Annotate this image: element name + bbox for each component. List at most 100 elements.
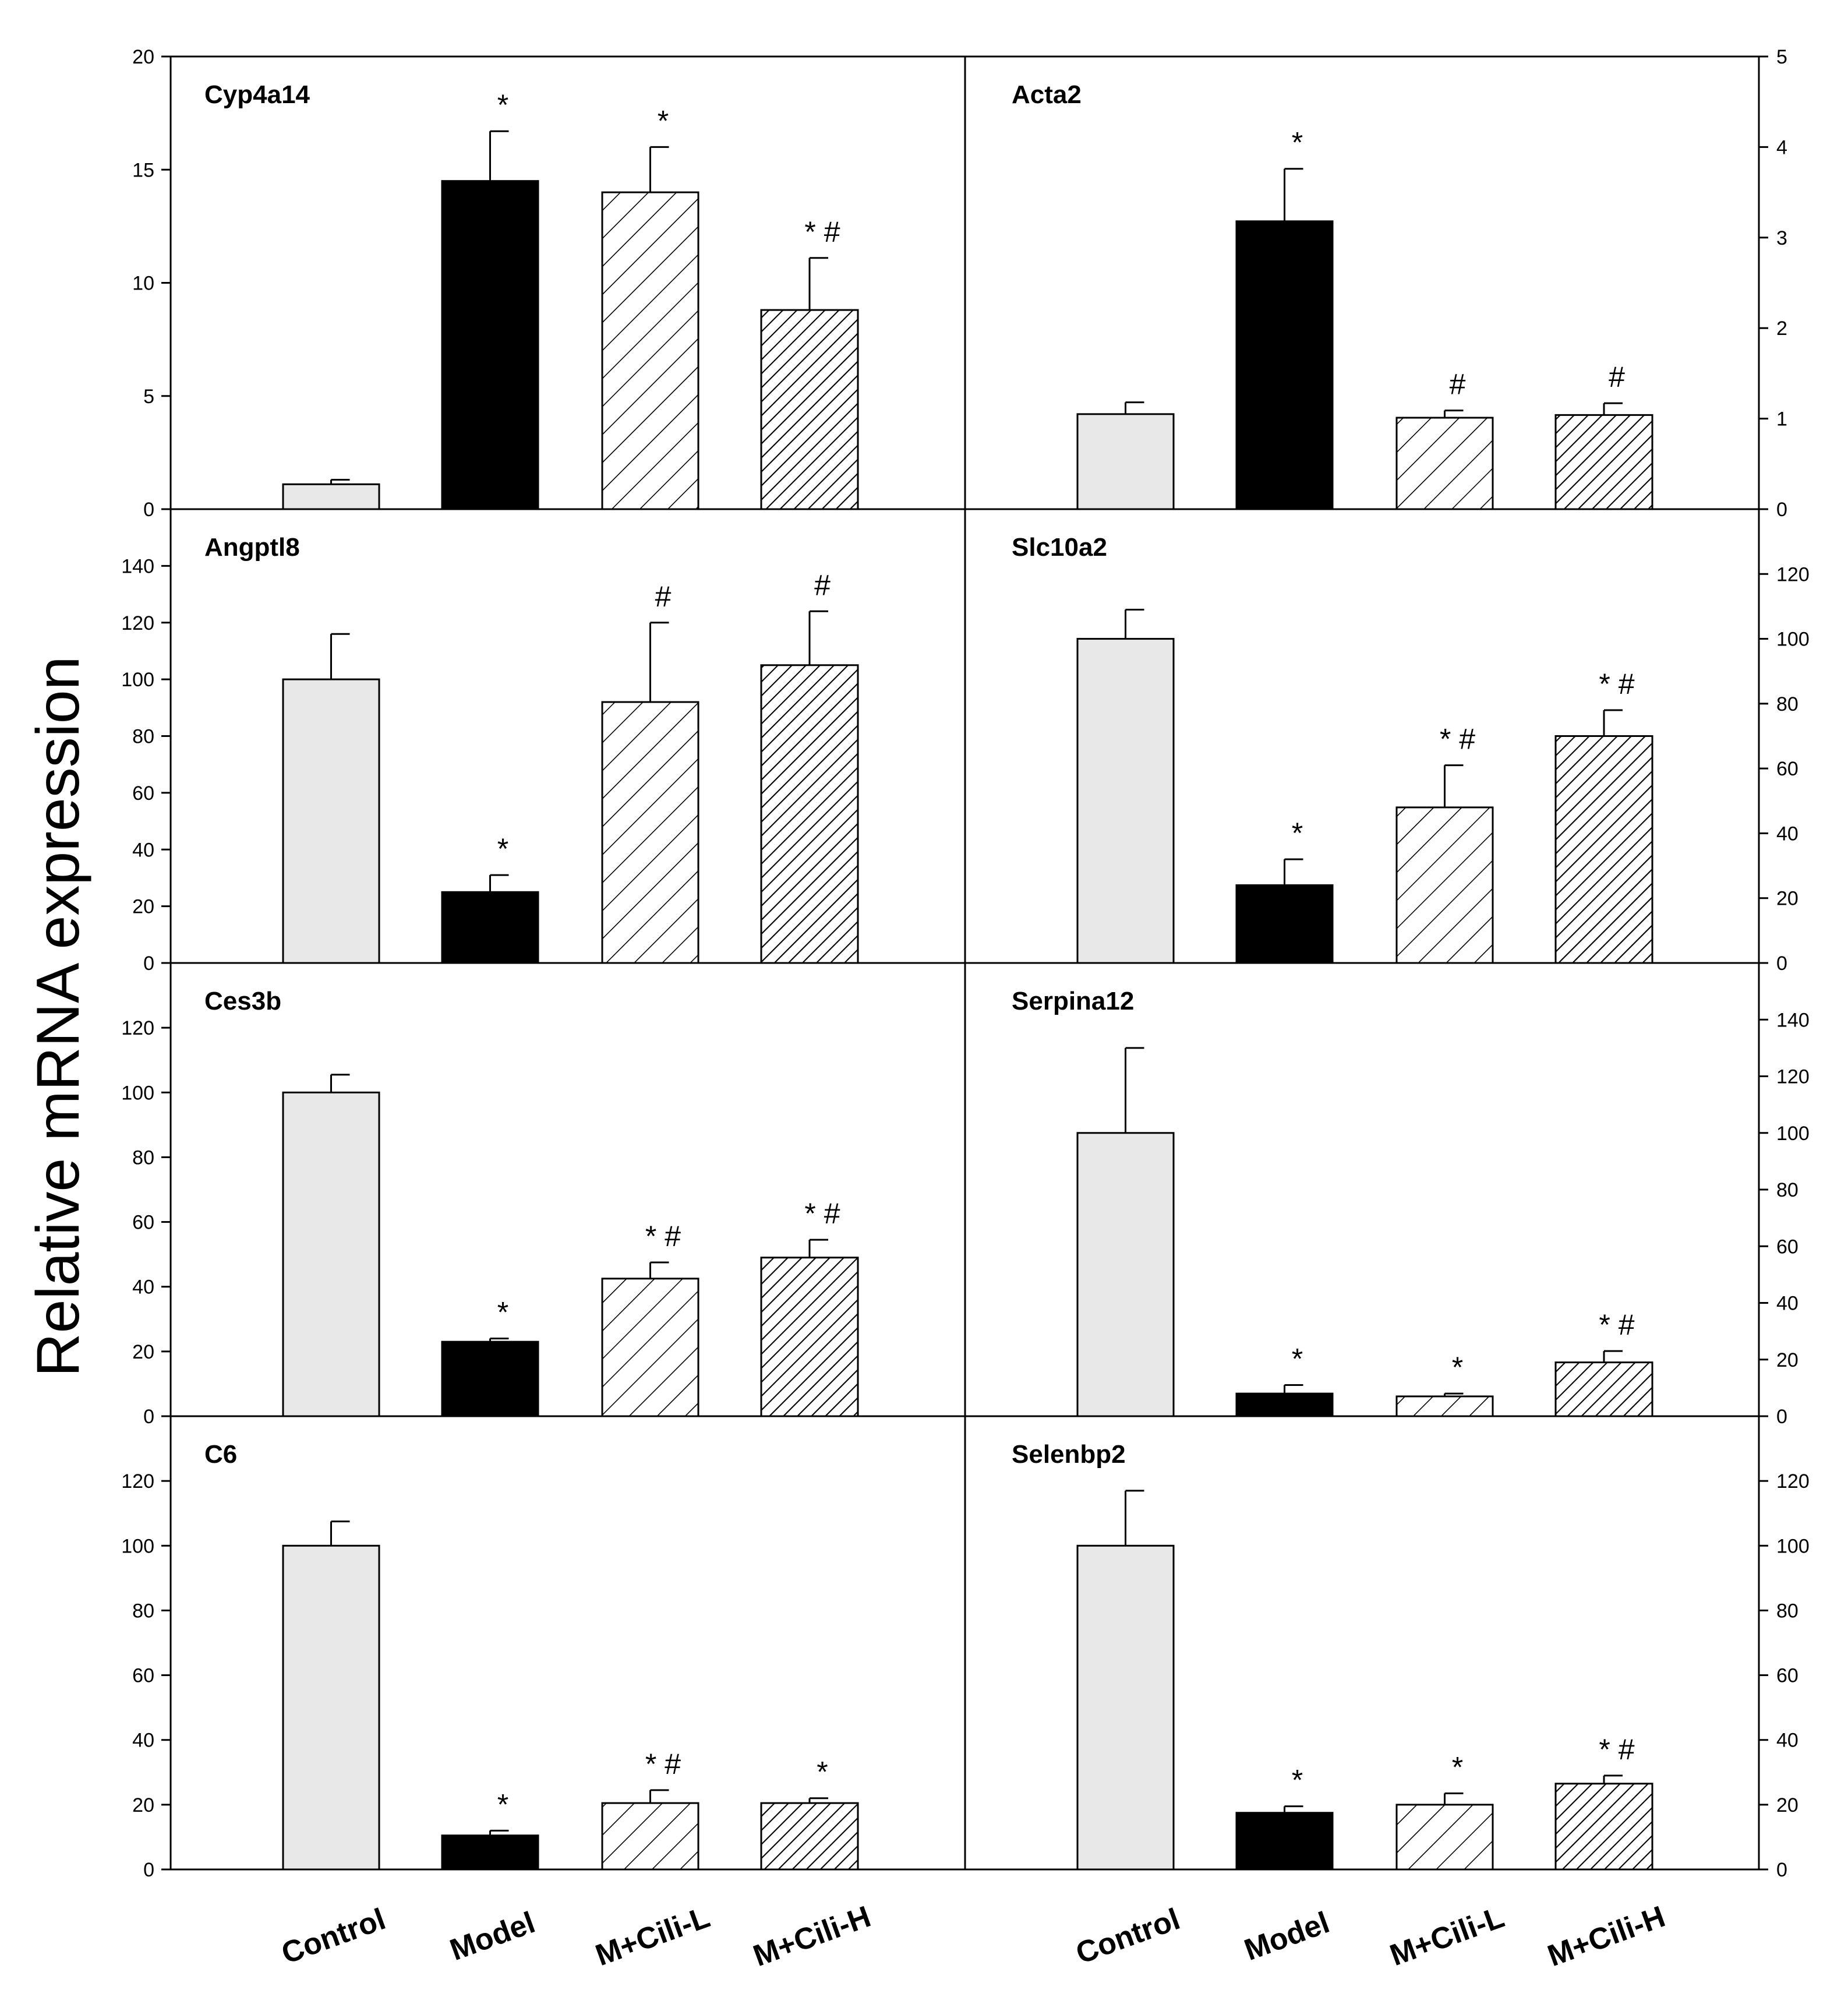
y-tick-label: 40 — [132, 1730, 154, 1752]
significance-label: * # — [1599, 668, 1634, 700]
y-tick-label: 80 — [1776, 693, 1798, 715]
y-tick-label: 40 — [1776, 823, 1798, 845]
y-tick-label: 20 — [132, 1794, 154, 1816]
x-category-label-model: Model — [446, 1906, 539, 1967]
significance-label: * — [658, 104, 669, 137]
y-tick-label: 120 — [1776, 1066, 1810, 1088]
y-tick-label: 40 — [132, 1276, 154, 1299]
y-tick-label: 0 — [1776, 952, 1787, 975]
significance-label: * # — [804, 216, 840, 248]
y-tick-label: 80 — [1776, 1179, 1798, 1201]
y-tick-label: 0 — [143, 1406, 154, 1428]
panel-ces3b: Ces3b 0 20 40 60 80 100 120 * * # * # — [121, 962, 966, 1428]
panel-title: Cyp4a14 — [204, 80, 310, 109]
y-tick-label: 20 — [132, 896, 154, 918]
y-tick-label: 0 — [143, 952, 154, 975]
y-tick-label: 60 — [1776, 1665, 1798, 1687]
y-tick-label: 5 — [1776, 46, 1787, 68]
x-category-label-control: Control — [1072, 1902, 1185, 1971]
significance-label: * # — [645, 1748, 681, 1780]
y-tick-label: 80 — [132, 1600, 154, 1622]
bar-control — [282, 483, 380, 510]
y-tick-label: 3 — [1776, 227, 1787, 249]
panel-title: Acta2 — [1012, 80, 1082, 109]
y-tick-label: 60 — [1776, 1236, 1798, 1258]
bar-model — [441, 891, 539, 964]
panel-cyp4a14: Cyp4a14 0 5 10 15 20 * * * # — [132, 46, 966, 521]
bar-control — [1076, 638, 1175, 964]
y-tick-label: 0 — [1776, 1859, 1787, 1881]
y-tick-label: 40 — [132, 839, 154, 861]
bar-control — [1076, 413, 1175, 510]
y-tick-label: 120 — [1776, 1470, 1810, 1493]
y-tick-label: 140 — [121, 555, 154, 577]
y-tick-label: 20 — [132, 46, 154, 68]
y-tick-label: 0 — [1776, 1406, 1787, 1428]
significance-label: # — [1450, 368, 1466, 401]
y-tick-label: 1 — [1776, 408, 1787, 431]
significance-label: * — [497, 832, 508, 865]
significance-label: # — [814, 569, 831, 601]
y-tick-label: 60 — [132, 1665, 154, 1687]
y-tick-label: 5 — [143, 386, 154, 408]
bar-m-cili-l — [601, 1802, 699, 1871]
bar-m-cili-l — [1395, 806, 1494, 964]
significance-label: * — [1292, 817, 1303, 849]
panel-acta2: Acta2 0 1 2 3 4 5 * # # — [964, 46, 1787, 521]
y-tick-label: 60 — [132, 1212, 154, 1234]
bar-model — [441, 1340, 539, 1417]
x-category-label-m-cili-h: M+Cili-H — [749, 1900, 875, 1973]
bar-model — [441, 1834, 539, 1871]
y-tick-label: 0 — [1776, 499, 1787, 521]
panel-title: Slc10a2 — [1012, 533, 1107, 562]
y-tick-label: 40 — [1776, 1293, 1798, 1315]
y-tick-label: 20 — [1776, 1794, 1798, 1816]
x-category-label-m-cili-h: M+Cili-H — [1543, 1900, 1670, 1973]
bar-m-cili-l — [601, 191, 699, 510]
significance-label: * # — [804, 1197, 840, 1230]
y-tick-label: 60 — [132, 782, 154, 805]
y-tick-label: 100 — [1776, 1123, 1810, 1145]
significance-label: * — [497, 89, 508, 121]
x-category-label-m-cili-l: M+Cili-L — [591, 1900, 714, 1973]
bar-m-cili-h — [1554, 735, 1653, 964]
panel-serpina12: Serpina12 0 20 40 60 80 100 120 140 * * * # — [964, 962, 1810, 1428]
y-axis-label: Relative mRNA expression — [24, 657, 92, 1377]
bar-m-cili-l — [601, 701, 699, 964]
panel-title: Angptl8 — [204, 533, 300, 562]
bar-m-cili-l — [1395, 1804, 1494, 1871]
bar-model — [441, 180, 539, 510]
y-tick-label: 140 — [1776, 1009, 1810, 1031]
significance-label: * — [1292, 1764, 1303, 1797]
bar-m-cili-h — [760, 1257, 859, 1417]
panel-title: Ces3b — [204, 987, 281, 1015]
y-tick-label: 40 — [1776, 1730, 1798, 1752]
y-tick-label: 0 — [143, 1859, 154, 1881]
y-tick-label: 120 — [121, 1017, 154, 1039]
y-tick-label: 100 — [121, 1535, 154, 1557]
significance-label: * # — [1440, 723, 1475, 756]
y-tick-label: 0 — [143, 499, 154, 521]
panel-title: Serpina12 — [1012, 987, 1134, 1015]
y-tick-label: 100 — [1776, 1535, 1810, 1557]
significance-label: * # — [645, 1220, 681, 1253]
bar-m-cili-h — [760, 1802, 859, 1871]
bar-control — [282, 678, 380, 964]
y-tick-label: 100 — [1776, 629, 1810, 651]
y-tick-label: 100 — [121, 1082, 154, 1104]
y-tick-label: 2 — [1776, 317, 1787, 340]
y-tick-label: 120 — [121, 1470, 154, 1493]
y-tick-label: 80 — [132, 1146, 154, 1169]
bar-model — [1235, 884, 1334, 964]
significance-label: * # — [1599, 1733, 1634, 1766]
y-tick-label: 120 — [121, 612, 154, 634]
y-tick-label: 20 — [132, 1341, 154, 1363]
bar-m-cili-h — [1554, 1783, 1653, 1871]
significance-label: * — [1292, 1343, 1303, 1375]
bar-m-cili-h — [760, 664, 859, 964]
significance-label: * — [497, 1296, 508, 1329]
panel-title: Selenbp2 — [1012, 1440, 1126, 1469]
y-tick-label: 80 — [132, 726, 154, 748]
